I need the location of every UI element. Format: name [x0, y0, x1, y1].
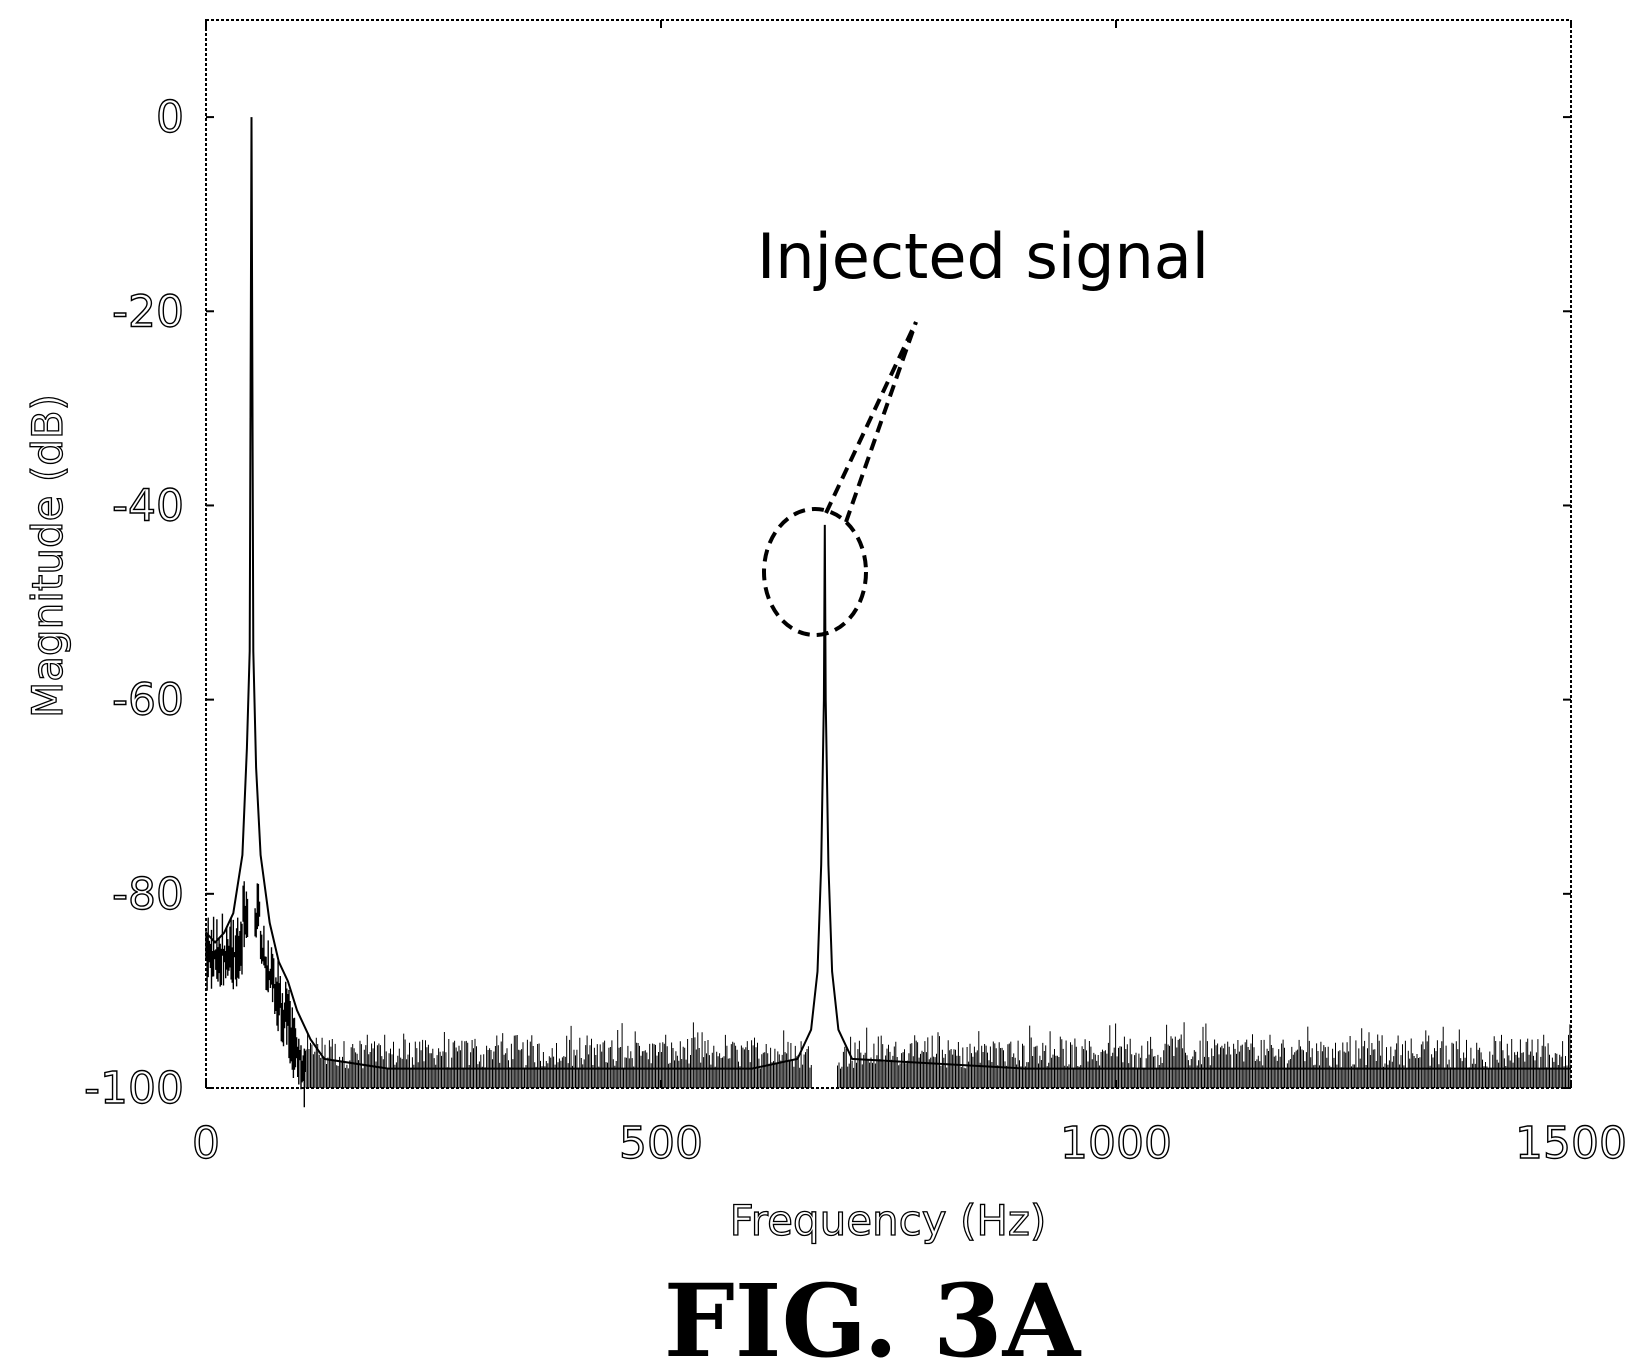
y-tick-label: -40: [112, 480, 184, 531]
spectrum-line: [205, 117, 1571, 1070]
y-axis-ticks: 0 -20 -40 -60 -80 -100: [83, 91, 1571, 1115]
y-tick-label: -100: [84, 1063, 184, 1114]
annotation-leader-line: [824, 321, 918, 514]
noise-floor-series: [205, 881, 1571, 1108]
y-tick-label: -20: [112, 286, 184, 337]
y-tick-label: -80: [112, 869, 184, 920]
y-tick-label: -60: [112, 675, 184, 726]
injected-signal-annotation: Injected signal: [757, 220, 1209, 637]
plot-frame: [205, 19, 1572, 1089]
annotation-ellipse: [762, 507, 868, 637]
figure-caption: FIG. 3A: [664, 1262, 1082, 1370]
annotation-label: Injected signal: [757, 220, 1209, 293]
x-tick-label: 0: [192, 1118, 220, 1169]
y-tick-label: 0: [156, 92, 184, 143]
x-tick-label: 1500: [1515, 1118, 1627, 1169]
annotation-leader-line: [844, 321, 918, 523]
y-axis-title: Magnitude (dB): [23, 394, 72, 718]
x-tick-label: 1000: [1060, 1118, 1172, 1169]
plot-frame-group: [205, 19, 1572, 1089]
x-axis-title: Frequency (Hz): [730, 1196, 1047, 1245]
x-axis-ticks: 0 500 1000 1500: [191, 20, 1628, 1170]
noise-spikes: [305, 1022, 1571, 1088]
x-tick-label: 500: [619, 1118, 703, 1169]
low-frequency-noise: [205, 881, 307, 1108]
